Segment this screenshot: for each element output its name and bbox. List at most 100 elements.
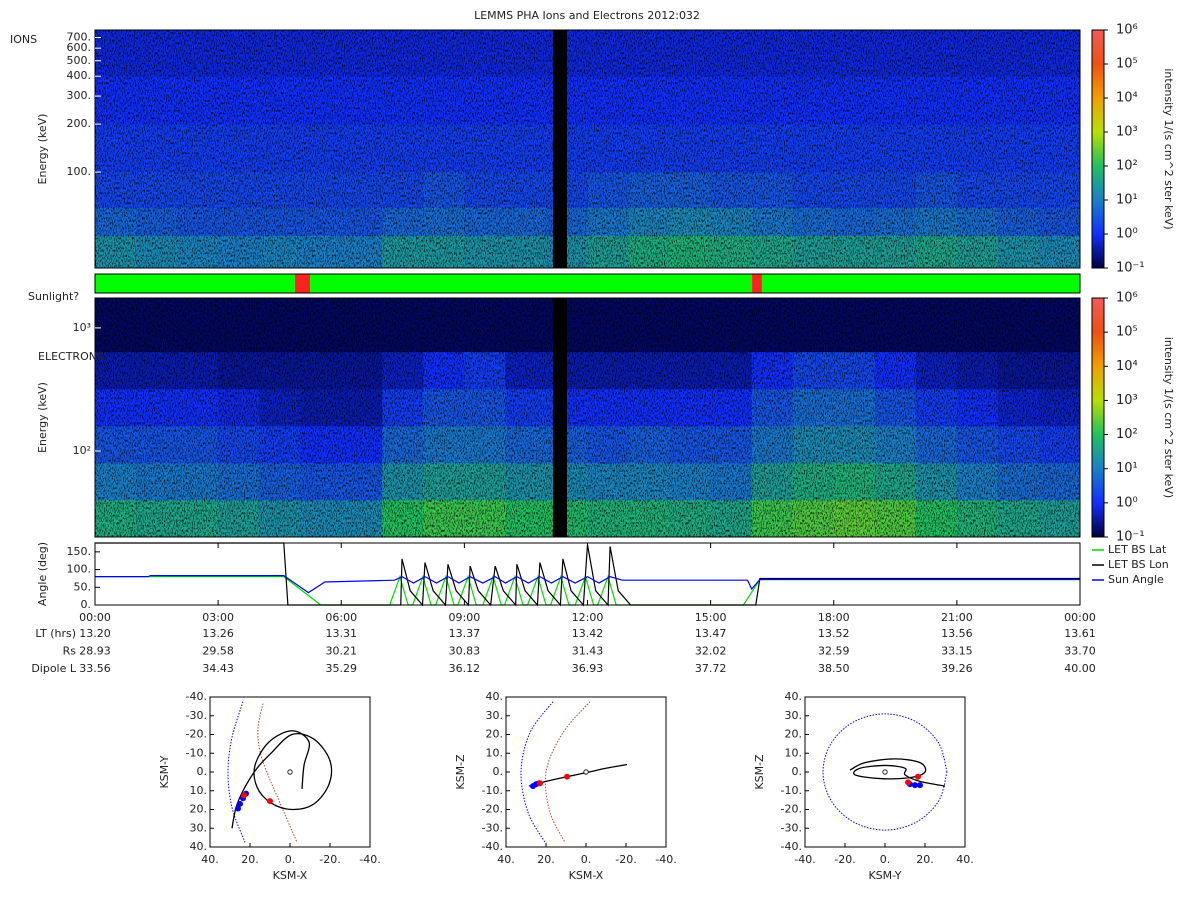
row-label: Dipole L bbox=[31, 662, 77, 675]
x-tick-label: 12:00 bbox=[572, 611, 604, 624]
x-axis-label: KSM-X bbox=[569, 869, 604, 882]
planet-marker bbox=[882, 769, 888, 775]
y-axis-label: KSM-Z bbox=[753, 754, 766, 790]
y-tick-label: -10. bbox=[186, 746, 207, 759]
y-tick-label: 50. bbox=[74, 580, 92, 593]
y-tick-label: 20. bbox=[486, 728, 504, 741]
orbit-point bbox=[537, 780, 543, 787]
y-tick-label: 10. bbox=[785, 746, 803, 759]
y-tick-label: 40. bbox=[785, 690, 803, 703]
cell-value: 37.72 bbox=[695, 662, 727, 675]
y-axis-label: Angle (deg) bbox=[36, 542, 49, 606]
colorbar-tick-label: 10⁴ bbox=[1116, 91, 1138, 106]
colorbar-tick-label: 10² bbox=[1116, 159, 1138, 174]
legend-label: Sun Angle bbox=[1108, 573, 1164, 586]
x-tick-label: 18:00 bbox=[818, 611, 850, 624]
y-tick-label: 500. bbox=[67, 54, 92, 67]
orbit-point bbox=[564, 773, 570, 780]
series-line bbox=[95, 574, 1080, 594]
cell-value: 13.61 bbox=[1064, 627, 1096, 640]
colorbar bbox=[1091, 29, 1105, 269]
cell-value: 13.42 bbox=[572, 627, 604, 640]
y-tick-label: -30. bbox=[186, 709, 207, 722]
x-tick-label: 40. bbox=[201, 853, 219, 866]
boundary-curve bbox=[520, 701, 554, 843]
y-tick-label: -10. bbox=[781, 784, 802, 797]
x-tick-label: 20. bbox=[916, 853, 934, 866]
orbit-point bbox=[905, 779, 911, 786]
colorbar-tick-label: 10³ bbox=[1116, 393, 1138, 408]
cell-value: 39.26 bbox=[941, 662, 973, 675]
colorbar bbox=[1091, 297, 1105, 538]
panel-label: IONS bbox=[10, 33, 37, 46]
status-segment bbox=[294, 274, 311, 293]
y-tick-label: 30. bbox=[486, 709, 504, 722]
x-tick-label: -40. bbox=[655, 853, 676, 866]
cell-value: 30.83 bbox=[449, 645, 481, 658]
y-tick-label: 0. bbox=[81, 598, 92, 611]
orbit-point bbox=[237, 800, 243, 807]
cell-value: 36.12 bbox=[449, 662, 481, 675]
y-tick-label: -20. bbox=[186, 728, 207, 741]
cell-value: 13.37 bbox=[449, 627, 481, 640]
colorbar-tick-label: 10⁻¹ bbox=[1116, 261, 1145, 276]
y-tick-label: 100. bbox=[67, 165, 92, 178]
planet-marker bbox=[583, 769, 589, 775]
y-tick-label: 150. bbox=[67, 545, 92, 558]
x-tick-label: 09:00 bbox=[449, 611, 481, 624]
row-label: LT (hrs) bbox=[35, 627, 76, 640]
boundary-curve bbox=[544, 701, 591, 843]
boundary-curve bbox=[227, 701, 246, 843]
x-tick-label: 00:00 bbox=[1064, 611, 1096, 624]
status-segment bbox=[95, 274, 295, 293]
colorbar-tick-label: 10⁵ bbox=[1116, 57, 1138, 72]
orbit-point bbox=[241, 792, 247, 799]
plot-frame bbox=[94, 297, 1081, 538]
y-axis-label: Energy (keV) bbox=[36, 382, 49, 453]
chart-title: LEMMS PHA Ions and Electrons 2012:032 bbox=[474, 9, 700, 22]
orbit-point bbox=[915, 773, 921, 780]
orbit-point bbox=[917, 782, 923, 789]
y-tick-label: -10. bbox=[482, 784, 503, 797]
x-tick-label: -20. bbox=[834, 853, 855, 866]
x-tick-label: 15:00 bbox=[695, 611, 727, 624]
x-tick-label: 03:00 bbox=[202, 611, 234, 624]
y-axis-label: KSM-Y bbox=[158, 755, 171, 788]
x-tick-label: 06:00 bbox=[325, 611, 357, 624]
cell-value: 30.21 bbox=[326, 645, 358, 658]
y-tick-label: 100. bbox=[67, 563, 92, 576]
y-tick-label: -20. bbox=[781, 803, 802, 816]
colorbar-tick-label: 10⁰ bbox=[1116, 495, 1138, 510]
cell-value: 34.43 bbox=[202, 662, 234, 675]
colorbar-tick-label: 10¹ bbox=[1116, 193, 1138, 208]
orbit-point bbox=[267, 798, 273, 805]
cell-value: 35.29 bbox=[326, 662, 358, 675]
colorbar-tick-label: 10⁶ bbox=[1116, 291, 1138, 306]
cell-value: 13.47 bbox=[695, 627, 727, 640]
cell-value: 33.15 bbox=[941, 645, 973, 658]
y-tick-label: -30. bbox=[482, 821, 503, 834]
y-tick-label: 40. bbox=[486, 690, 504, 703]
boundary-curve bbox=[257, 703, 298, 843]
cell-value: 36.93 bbox=[572, 662, 604, 675]
x-tick-label: 21:00 bbox=[941, 611, 973, 624]
x-tick-label: -40. bbox=[794, 853, 815, 866]
y-tick-label: 200. bbox=[67, 117, 92, 130]
y-tick-label: 700. bbox=[67, 30, 92, 43]
colorbar-tick-label: 10⁻¹ bbox=[1116, 530, 1145, 545]
y-tick-label: 20. bbox=[785, 728, 803, 741]
cell-value: 13.56 bbox=[941, 627, 973, 640]
cell-value: 40.00 bbox=[1064, 662, 1096, 675]
plot-frame bbox=[94, 29, 1081, 269]
status-segment bbox=[310, 274, 753, 293]
y-tick-label: -40. bbox=[482, 840, 503, 853]
x-tick-label: 0. bbox=[285, 853, 296, 866]
x-axis-label: KSM-X bbox=[273, 869, 308, 882]
x-tick-label: -20. bbox=[615, 853, 636, 866]
orbit-point bbox=[235, 805, 241, 812]
cell-value: 13.52 bbox=[818, 627, 850, 640]
y-axis-label: Energy (keV) bbox=[36, 114, 49, 185]
y-tick-label: 10² bbox=[73, 444, 91, 457]
